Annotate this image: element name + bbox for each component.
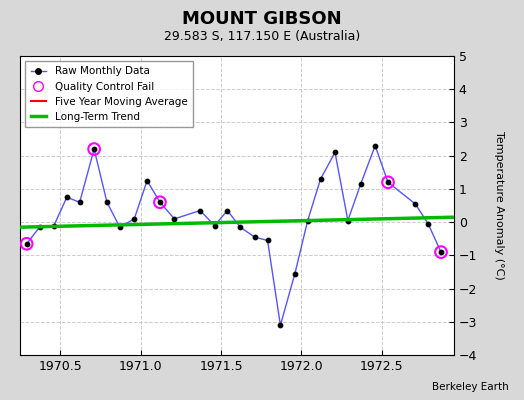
Point <box>411 201 420 207</box>
Point <box>437 249 445 255</box>
Point <box>210 222 219 229</box>
Point <box>35 224 43 230</box>
Text: Berkeley Earth: Berkeley Earth <box>432 382 508 392</box>
Point <box>23 240 31 247</box>
Point <box>437 249 445 255</box>
Y-axis label: Temperature Anomaly (°C): Temperature Anomaly (°C) <box>494 131 504 280</box>
Point <box>303 217 312 224</box>
Point <box>424 221 432 227</box>
Point <box>371 142 379 149</box>
Point <box>250 234 259 240</box>
Point <box>156 199 164 206</box>
Point <box>356 181 365 187</box>
Legend: Raw Monthly Data, Quality Control Fail, Five Year Moving Average, Long-Term Tren: Raw Monthly Data, Quality Control Fail, … <box>26 61 193 127</box>
Point <box>90 146 99 152</box>
Point <box>291 270 299 277</box>
Point <box>316 176 325 182</box>
Point <box>236 224 245 230</box>
Point <box>384 179 392 186</box>
Point <box>223 207 232 214</box>
Point <box>116 224 124 230</box>
Point <box>130 216 138 222</box>
Point <box>23 240 31 247</box>
Point <box>90 146 99 152</box>
Point <box>143 178 151 184</box>
Point <box>63 194 71 200</box>
Point <box>196 207 204 214</box>
Point <box>264 237 272 244</box>
Point <box>103 199 111 206</box>
Text: MOUNT GIBSON: MOUNT GIBSON <box>182 10 342 28</box>
Point <box>384 179 392 186</box>
Point <box>156 199 164 206</box>
Text: 29.583 S, 117.150 E (Australia): 29.583 S, 117.150 E (Australia) <box>164 30 360 43</box>
Point <box>50 222 58 229</box>
Point <box>344 217 352 224</box>
Point <box>170 216 179 222</box>
Point <box>75 199 84 206</box>
Point <box>276 322 285 328</box>
Point <box>331 149 339 156</box>
